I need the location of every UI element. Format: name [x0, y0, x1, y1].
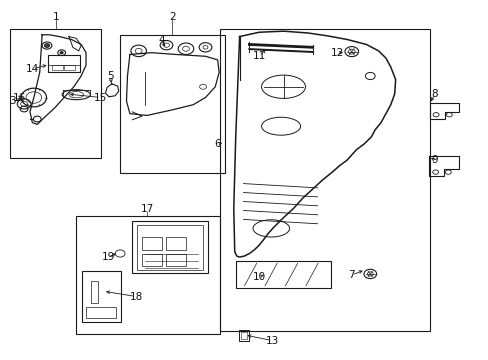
Circle shape [44, 44, 49, 47]
Text: 4: 4 [158, 35, 164, 45]
Text: 9: 9 [430, 155, 437, 165]
Circle shape [60, 51, 63, 54]
Bar [142, 237, 161, 250]
Bar [85, 307, 116, 318]
Text: 12: 12 [330, 48, 343, 58]
Bar [238, 330, 249, 341]
Text: 17: 17 [140, 204, 153, 214]
Bar [137, 225, 203, 270]
Bar [220, 30, 429, 330]
Bar [48, 55, 80, 72]
Bar [240, 332, 247, 338]
Text: 8: 8 [430, 89, 437, 99]
Bar [142, 253, 161, 266]
Text: 11: 11 [252, 51, 265, 61]
Bar [76, 216, 220, 334]
Bar [52, 65, 62, 70]
Text: 10: 10 [252, 272, 265, 282]
Bar [166, 253, 185, 266]
Text: 13: 13 [265, 336, 279, 346]
Text: 3: 3 [10, 96, 16, 106]
Bar [166, 237, 185, 250]
Text: 19: 19 [101, 252, 114, 262]
Bar [82, 271, 121, 321]
Text: 15: 15 [94, 93, 107, 103]
Text: 1: 1 [52, 12, 59, 22]
Text: 16: 16 [13, 93, 26, 103]
Text: 18: 18 [129, 292, 142, 302]
Text: 2: 2 [169, 12, 175, 22]
Bar [236, 261, 330, 288]
Bar [120, 35, 224, 173]
Bar [64, 65, 75, 70]
Bar [10, 30, 101, 158]
Text: 5: 5 [107, 71, 114, 81]
Text: 14: 14 [26, 64, 39, 74]
Text: 6: 6 [213, 139, 220, 149]
Text: 7: 7 [348, 270, 354, 280]
Bar [132, 221, 207, 273]
Bar [91, 281, 98, 303]
